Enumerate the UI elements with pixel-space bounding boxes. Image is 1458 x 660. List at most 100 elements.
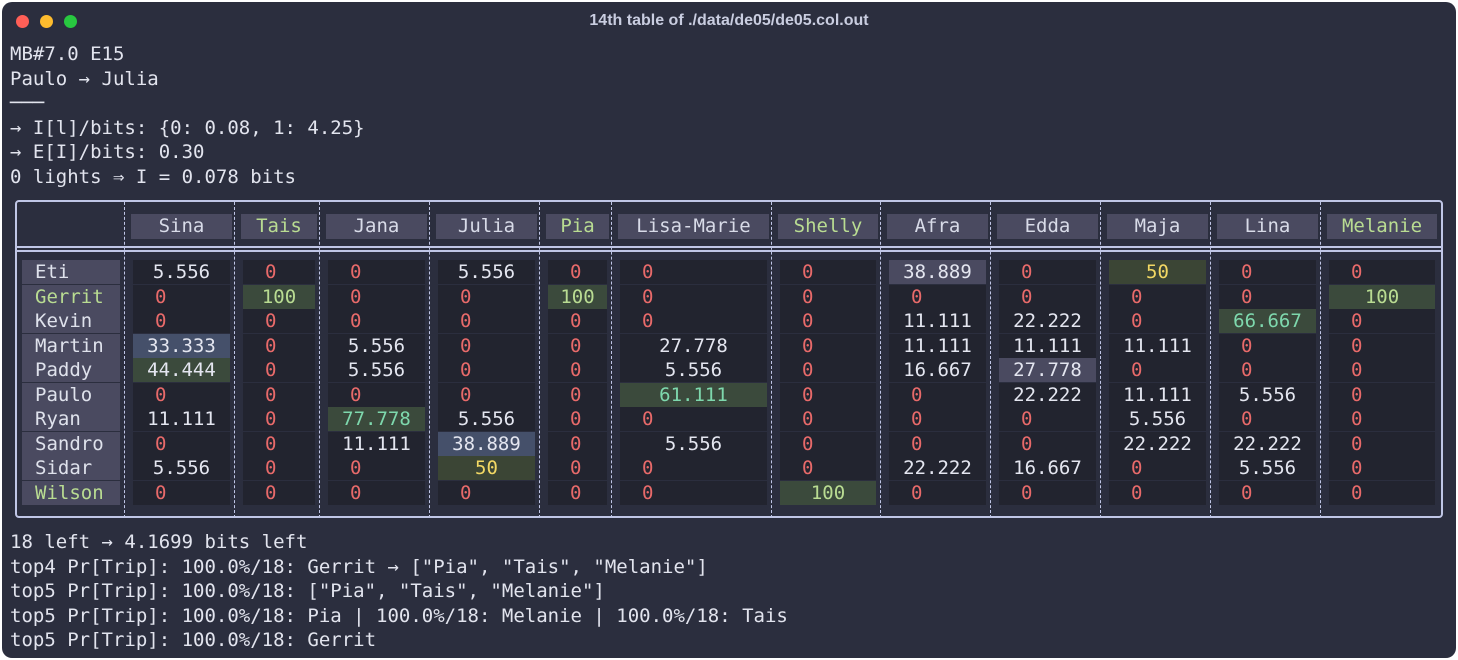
table-cell: 0	[620, 407, 767, 431]
table-cell: 5.556	[1219, 382, 1316, 407]
table-cell: 5.556	[438, 260, 535, 284]
table-cell: 0	[438, 382, 535, 407]
column-separator	[124, 202, 125, 518]
header-divider	[15, 246, 1443, 248]
column-separator	[539, 202, 540, 518]
output-line: Paulo → Julia	[10, 67, 159, 90]
output-line: top5 Pr[Trip]: 100.0%/18: Pia | 100.0%/1…	[10, 604, 788, 627]
table-cell: 0	[548, 480, 607, 505]
table-cell: 5.556	[328, 333, 425, 358]
column-separator	[1100, 202, 1101, 518]
table-cell: 0	[1329, 407, 1435, 431]
table-cell: 0	[438, 333, 535, 358]
table-cell: 0	[1219, 260, 1316, 284]
row-label: Gerrit	[22, 284, 120, 309]
table-cell: 11.111	[999, 333, 1096, 358]
table-cell: 5.556	[620, 358, 767, 382]
table-cell: 0	[1329, 382, 1435, 407]
output-line: top4 Pr[Trip]: 100.0%/18: Gerrit → ["Pia…	[10, 555, 708, 578]
table-cell: 0	[620, 456, 767, 480]
table-cell: 22.222	[889, 456, 986, 480]
table-cell: 0	[548, 260, 607, 284]
table-cell: 27.778	[620, 333, 767, 358]
output-line: 0 lights ⇒ I = 0.078 bits	[10, 165, 296, 188]
column-header: Edda	[997, 214, 1098, 239]
table-cell: 22.222	[999, 309, 1096, 333]
table-cell: 5.556	[133, 456, 230, 480]
row-label: Sandro	[22, 431, 120, 456]
table-cell: 0	[548, 407, 607, 431]
table-cell: 0	[328, 480, 425, 505]
column-separator	[319, 202, 320, 518]
table-cell: 0	[243, 333, 315, 358]
column-header: Sina	[131, 214, 232, 239]
table-cell: 0	[243, 456, 315, 480]
table-cell: 27.778	[999, 358, 1096, 382]
table-cell: 5.556	[620, 431, 767, 456]
table-cell: 0	[999, 284, 1096, 309]
column-header: Shelly	[778, 214, 878, 239]
row-label: Paulo	[22, 382, 120, 407]
table-cell: 100	[1329, 284, 1435, 309]
table-cell: 0	[780, 309, 876, 333]
table-cell: 0	[243, 382, 315, 407]
column-separator	[1210, 202, 1211, 518]
table-cell: 0	[243, 260, 315, 284]
table-cell: 50	[1109, 260, 1206, 284]
table-cell: 11.111	[133, 407, 230, 431]
table-cell: 0	[438, 309, 535, 333]
table-cell: 66.667	[1219, 309, 1316, 333]
table-cell: 0	[548, 333, 607, 358]
table-cell: 38.889	[438, 431, 535, 456]
table-cell: 0	[620, 309, 767, 333]
table-cell: 5.556	[328, 358, 425, 382]
table-frame	[15, 200, 1443, 518]
table-cell: 50	[438, 456, 535, 480]
table-cell: 0	[133, 309, 230, 333]
table-cell: 0	[1219, 480, 1316, 505]
table-cell: 0	[548, 382, 607, 407]
column-separator	[880, 202, 881, 518]
table-cell: 5.556	[133, 260, 230, 284]
table-cell: 5.556	[438, 407, 535, 431]
table-cell: 0	[780, 358, 876, 382]
table-cell: 0	[999, 480, 1096, 505]
table-cell: 0	[548, 309, 607, 333]
table-cell: 0	[620, 284, 767, 309]
table-cell: 0	[438, 480, 535, 505]
table-cell: 0	[548, 456, 607, 480]
table-cell: 0	[780, 407, 876, 431]
minimize-button[interactable]	[40, 15, 53, 28]
table-cell: 0	[243, 480, 315, 505]
column-header: Tais	[241, 214, 317, 239]
column-header: Julia	[436, 214, 537, 239]
table-cell: 100	[548, 284, 607, 309]
close-button[interactable]	[16, 15, 29, 28]
table-cell: 0	[328, 309, 425, 333]
column-header: Maja	[1107, 214, 1208, 239]
table-cell: 0	[1219, 407, 1316, 431]
table-cell: 0	[243, 358, 315, 382]
table-cell: 0	[243, 407, 315, 431]
table-cell: 0	[1329, 260, 1435, 284]
table-cell: 11.111	[1109, 382, 1206, 407]
table-cell: 0	[780, 456, 876, 480]
output-line: → I[l]/bits: {0: 0.08, 1: 4.25}	[10, 116, 365, 139]
output-line: top5 Pr[Trip]: 100.0%/18: Gerrit	[10, 629, 377, 651]
table-cell: 0	[133, 431, 230, 456]
table-cell: 0	[133, 480, 230, 505]
output-line: → E[I]/bits: 0.30	[10, 141, 205, 163]
table-cell: 0	[243, 431, 315, 456]
maximize-button[interactable]	[64, 15, 77, 28]
table-cell: 38.889	[889, 260, 986, 284]
table-cell: 22.222	[1219, 431, 1316, 456]
header-divider	[15, 250, 1443, 252]
column-header: Afra	[887, 214, 988, 239]
table-cell: 0	[780, 284, 876, 309]
table-cell: 0	[1109, 309, 1206, 333]
column-header: Jana	[326, 214, 427, 239]
table-cell: 0	[548, 358, 607, 382]
table-cell: 5.556	[1109, 407, 1206, 431]
table-cell: 0	[780, 260, 876, 284]
table-cell: 11.111	[328, 431, 425, 456]
